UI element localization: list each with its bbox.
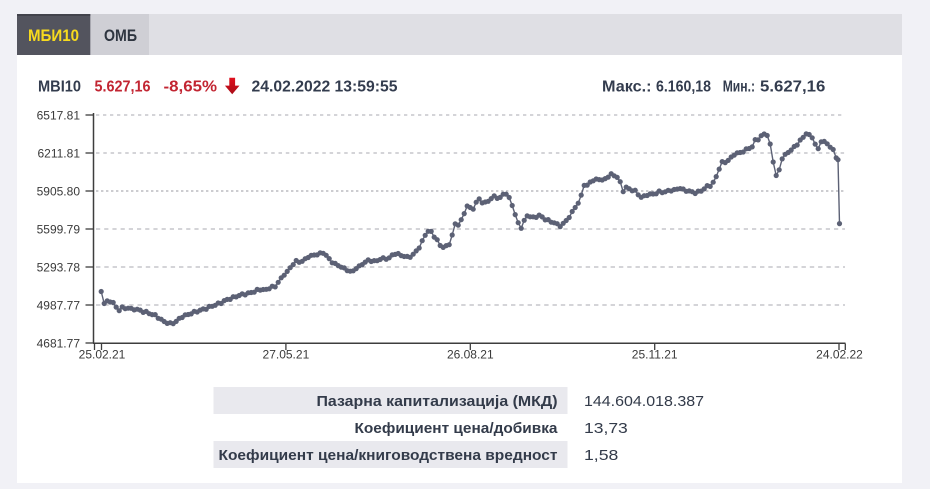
svg-text:25.02.21: 25.02.21 <box>79 348 126 362</box>
svg-text:Коефициент цена/книговодствена: Коефициент цена/книговодствена вредност <box>219 447 558 464</box>
svg-text:MBI10: MBI10 <box>38 79 81 96</box>
svg-text:4681.77: 4681.77 <box>37 337 81 351</box>
svg-text:5905.80: 5905.80 <box>37 185 81 199</box>
svg-text:27.05.21: 27.05.21 <box>263 348 310 362</box>
svg-text:5.627,16: 5.627,16 <box>760 79 825 96</box>
svg-text:1,58: 1,58 <box>584 447 618 464</box>
svg-text:24.02.22: 24.02.22 <box>816 348 863 362</box>
svg-text:Мин.:: Мин.: <box>723 79 755 96</box>
svg-text:Коефициент цена/добивка: Коефициент цена/добивка <box>355 420 559 437</box>
svg-text:6211.81: 6211.81 <box>38 147 81 161</box>
svg-text:24.02.2022 13:59:55: 24.02.2022 13:59:55 <box>252 79 398 96</box>
svg-text:13,73: 13,73 <box>584 420 628 437</box>
svg-text:Пазарна капитализација (МКД): Пазарна капитализација (МКД) <box>317 393 558 410</box>
svg-text:МБИ10: МБИ10 <box>28 26 79 45</box>
svg-text:5.627,16: 5.627,16 <box>95 79 151 96</box>
svg-text:6.160,18: 6.160,18 <box>656 79 711 96</box>
svg-text:5293.78: 5293.78 <box>37 261 81 275</box>
svg-text:6517.81: 6517.81 <box>37 109 81 123</box>
svg-text:-8,65%: -8,65% <box>164 79 218 96</box>
svg-text:5599.79: 5599.79 <box>37 223 81 237</box>
svg-text:26.08.21: 26.08.21 <box>447 348 494 362</box>
svg-text:144.604.018.387: 144.604.018.387 <box>584 393 704 410</box>
svg-text:Макс.:: Макс.: <box>602 79 652 96</box>
svg-text:ОМБ: ОМБ <box>104 26 137 45</box>
svg-text:4987.77: 4987.77 <box>37 299 81 313</box>
svg-text:25.11.21: 25.11.21 <box>632 348 678 362</box>
